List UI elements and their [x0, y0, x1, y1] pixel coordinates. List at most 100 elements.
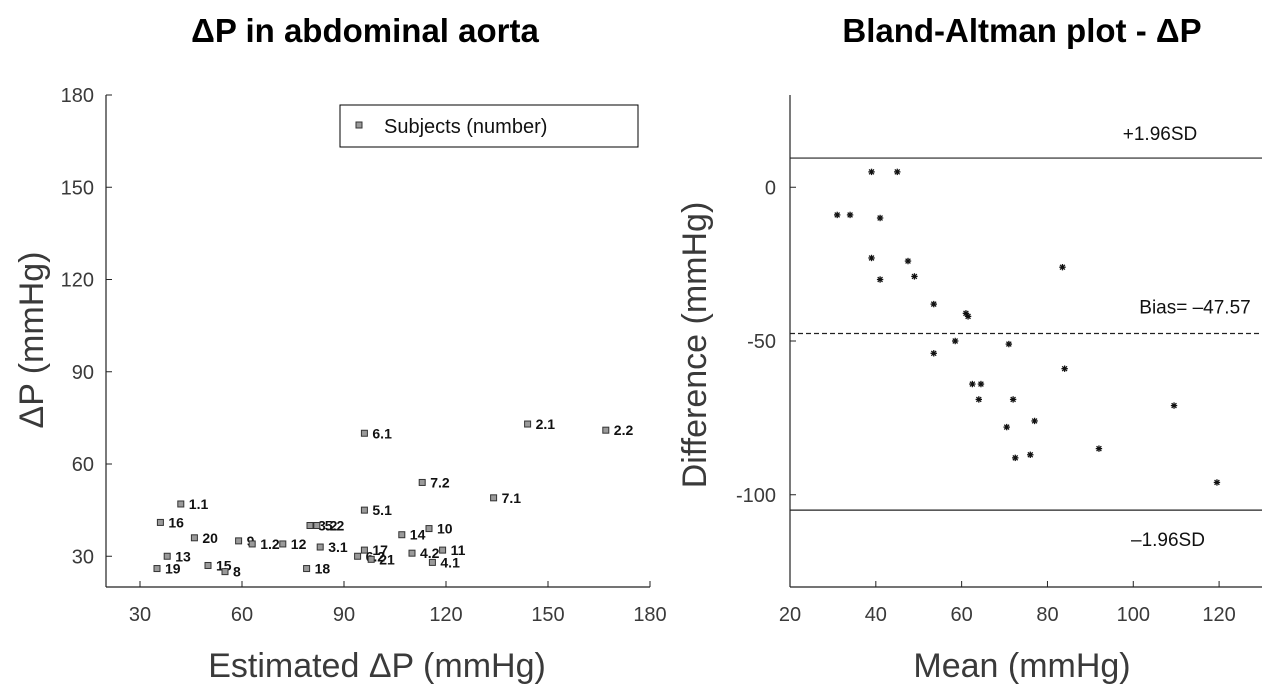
chart1-point-label: 3.2 — [318, 518, 338, 534]
chart2-point — [1012, 454, 1019, 462]
chart2-point — [977, 380, 985, 388]
chart2-point — [964, 313, 972, 320]
chart2-point — [975, 396, 982, 403]
chart2-point — [834, 211, 841, 219]
chart2-point-stroke — [1005, 341, 1012, 347]
chart2-point-stroke — [1012, 454, 1019, 461]
chart1-point-label: 1.1 — [189, 496, 209, 512]
chart1-point-label: 4.2 — [420, 545, 440, 561]
chart1-title: ΔP in abdominal aorta — [191, 12, 539, 49]
chart1-point — [163, 552, 171, 560]
chart1-point — [408, 549, 416, 557]
chart2-point-stroke — [1061, 365, 1068, 372]
chart2-point-stroke — [978, 381, 984, 387]
chart2-y-axis-label: Difference (mmHg) — [676, 202, 714, 489]
chart1-point — [316, 543, 324, 551]
chart1-point-label: 8 — [233, 564, 241, 580]
chart2-reference-line-label: –1.96SD — [1131, 530, 1205, 551]
chart2-x-axis-label: Mean (mmHg) — [913, 647, 1130, 685]
chart2-y-tick-label: -100 — [736, 485, 776, 507]
chart2-reference-line-label: +1.96SD — [1123, 124, 1197, 145]
chart2-point-stroke — [963, 310, 969, 317]
chart1-point — [428, 558, 436, 566]
chart1-legend: Subjects (number) — [339, 104, 639, 148]
chart2-point — [911, 273, 918, 280]
chart2-point-stroke — [877, 215, 883, 221]
chart2-point-stroke — [894, 169, 901, 175]
chart1-x-tick-label: 30 — [129, 604, 151, 626]
chart2-point — [904, 257, 912, 265]
chart2-reference-line-label: Bias= –47.57 — [1139, 298, 1250, 319]
chart2-x-tick-label: 80 — [1036, 604, 1058, 626]
chart1-ticks: 30 60 90 120 150 180 30 60 90 120 150 180 — [61, 85, 667, 626]
chart1-point-label: 13 — [175, 548, 191, 564]
chart2-point-stroke — [965, 313, 971, 320]
chart1-point-label: 16 — [168, 514, 184, 530]
chart2-point — [1003, 423, 1010, 431]
chart1-point — [156, 518, 164, 526]
chart2-point — [1009, 396, 1017, 403]
chart2-y-tick-label: -50 — [747, 331, 776, 353]
chart1-point-label: 7.1 — [502, 490, 522, 506]
chart1-point — [248, 540, 256, 548]
chart1-x-tick-label: 150 — [531, 604, 564, 626]
chart2-point-stroke — [1027, 451, 1034, 458]
chart1-point-label: 6.1 — [372, 425, 392, 441]
chart2-point — [1170, 402, 1178, 409]
chart2-x-tick-label: 20 — [779, 604, 801, 626]
chart1-point-label: 2.1 — [536, 416, 556, 432]
chart2-point — [1213, 479, 1221, 486]
chart2-point — [1059, 264, 1066, 271]
chart1-point-label: 4.1 — [440, 554, 460, 570]
chart2-point-stroke — [1010, 396, 1016, 403]
chart1-point — [279, 540, 287, 548]
chart2-point-stroke — [1096, 445, 1102, 452]
chart2-title: Bland-Altman plot - ΔP — [842, 12, 1201, 49]
chart2-point-stroke — [930, 301, 937, 307]
chart1-y-tick-label: 120 — [61, 270, 94, 292]
chart1-point-label: 20 — [202, 530, 218, 546]
chart2-points — [834, 168, 1221, 486]
chart1-point — [303, 565, 311, 573]
chart2-x-tick-label: 100 — [1117, 604, 1150, 626]
chart1-point-label: 5.2 — [325, 518, 345, 534]
chart1-y-tick-label: 60 — [72, 454, 94, 476]
chart2-point-stroke — [868, 255, 875, 261]
chart2-x-tick-label: 60 — [951, 604, 973, 626]
chart2-point — [930, 300, 937, 308]
chart2-point-stroke — [868, 169, 875, 175]
legend-label: Subjects (number) — [384, 116, 547, 138]
chart2-point-stroke — [1059, 264, 1066, 271]
chart1-point — [177, 500, 185, 508]
chart2-point — [1005, 340, 1013, 348]
chart1-point — [221, 568, 229, 576]
bland-altman-chart: Bland-Altman plot - ΔP 20 40 60 80 100 120 0 -5… — [676, 12, 1262, 685]
chart1-x-axis-label: Estimated ΔP (mmHg) — [208, 647, 546, 685]
chart1-y-tick-label: 150 — [61, 177, 94, 199]
chart1-x-tick-label: 180 — [633, 604, 666, 626]
chart1-x-tick-label: 90 — [333, 604, 355, 626]
chart2-x-tick-label: 40 — [865, 604, 887, 626]
chart1-point — [425, 525, 433, 533]
chart1-point-label: 19 — [165, 561, 181, 577]
chart1-point-label: 14 — [410, 527, 426, 543]
chart2-x-tick-label: 120 — [1202, 604, 1235, 626]
chart2-point — [952, 337, 959, 345]
chart2-y-tick-label: 0 — [765, 177, 776, 199]
chart2-point-stroke — [877, 276, 883, 283]
chart1-point-label: 10 — [437, 521, 453, 537]
chart1-point — [524, 420, 532, 428]
legend-marker — [355, 121, 363, 129]
chart2-point-stroke — [1031, 418, 1038, 424]
chart2-point — [868, 254, 875, 262]
chart1-point — [354, 552, 362, 560]
chart2-axes — [789, 95, 1262, 588]
chart2-point — [1095, 445, 1103, 452]
chart1-y-tick-label: 90 — [72, 362, 94, 384]
chart1-point — [360, 429, 368, 437]
chart2-point — [969, 380, 976, 388]
chart2-point-stroke — [1003, 424, 1010, 430]
chart1-point — [439, 546, 447, 554]
chart1-point-label: 11 — [451, 542, 466, 558]
chart1-point-label: 12 — [291, 536, 307, 552]
